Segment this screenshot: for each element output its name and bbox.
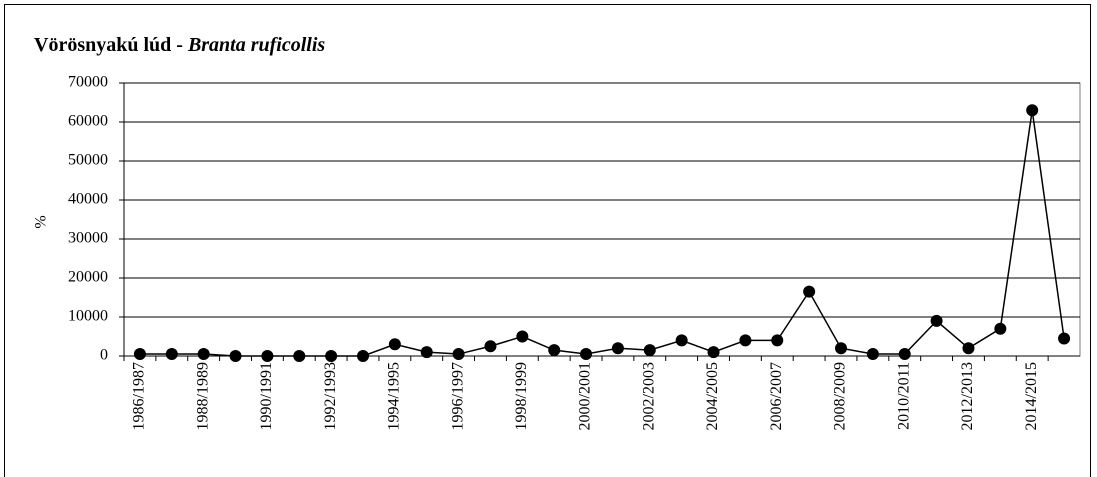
x-tick-label: 2010/2011 <box>895 362 912 430</box>
y-tick-label: 30000 <box>68 230 108 247</box>
x-tick-label: 2012/2013 <box>959 362 976 430</box>
x-tick-label: 2002/2003 <box>640 362 657 430</box>
data-point <box>803 285 816 298</box>
data-point <box>739 334 752 347</box>
y-tick-label: 20000 <box>68 269 108 286</box>
data-point <box>516 330 529 343</box>
data-point <box>388 338 401 351</box>
y-tick-label: 0 <box>100 347 108 364</box>
data-point <box>962 342 975 355</box>
y-tick-label: 70000 <box>68 74 108 91</box>
data-point <box>165 348 178 361</box>
x-tick-label: 2004/2005 <box>704 362 721 430</box>
x-tick-label: 1988/1989 <box>194 362 211 430</box>
title-species: Branta ruficollis <box>187 34 325 56</box>
y-tick-label: 50000 <box>68 152 108 169</box>
data-point <box>484 340 497 353</box>
data-point <box>548 344 561 357</box>
chart-title: Vörösnyakú lúd - Branta ruficollis <box>34 34 325 56</box>
data-point <box>197 348 210 361</box>
x-tick-label: 2000/2001 <box>577 362 594 430</box>
data-point <box>898 348 911 361</box>
y-tick-label: 40000 <box>68 191 108 208</box>
x-tick-label: 1992/1993 <box>322 362 339 430</box>
x-tick-label: 2006/2007 <box>768 362 785 430</box>
data-point <box>675 334 688 347</box>
x-tick-label: 2014/2015 <box>1023 362 1040 430</box>
y-tick-label: 10000 <box>68 308 108 325</box>
data-point <box>771 334 784 347</box>
x-tick-label: 1994/1995 <box>386 362 403 430</box>
data-point <box>293 350 306 362</box>
frame <box>4 4 1091 477</box>
data-point <box>325 350 338 362</box>
data-point <box>994 322 1007 335</box>
data-point <box>835 342 847 355</box>
data-point <box>1058 332 1071 345</box>
x-tick-label: 2008/2009 <box>832 362 849 430</box>
data-point <box>866 348 879 361</box>
data-point <box>707 346 720 359</box>
data-point <box>930 314 943 327</box>
data-point <box>261 350 274 362</box>
x-tick-label: 1996/1997 <box>449 362 466 430</box>
x-tick-label: 1986/1987 <box>131 362 148 430</box>
data-point <box>420 346 433 359</box>
data-point <box>452 348 465 361</box>
data-point <box>1026 104 1039 117</box>
data-point <box>133 348 146 361</box>
title-main: Vörösnyakú lúd - <box>34 34 183 56</box>
data-point <box>357 350 369 362</box>
data-point <box>643 344 656 357</box>
x-tick-label: 1998/1999 <box>513 362 530 430</box>
x-tick-label: 1990/1991 <box>258 362 275 430</box>
y-tick-label: 60000 <box>68 113 108 130</box>
data-point <box>611 342 624 355</box>
data-point <box>580 348 593 361</box>
data-point <box>229 350 242 362</box>
y-axis-label: % <box>33 215 50 228</box>
series-line <box>139 110 1065 357</box>
